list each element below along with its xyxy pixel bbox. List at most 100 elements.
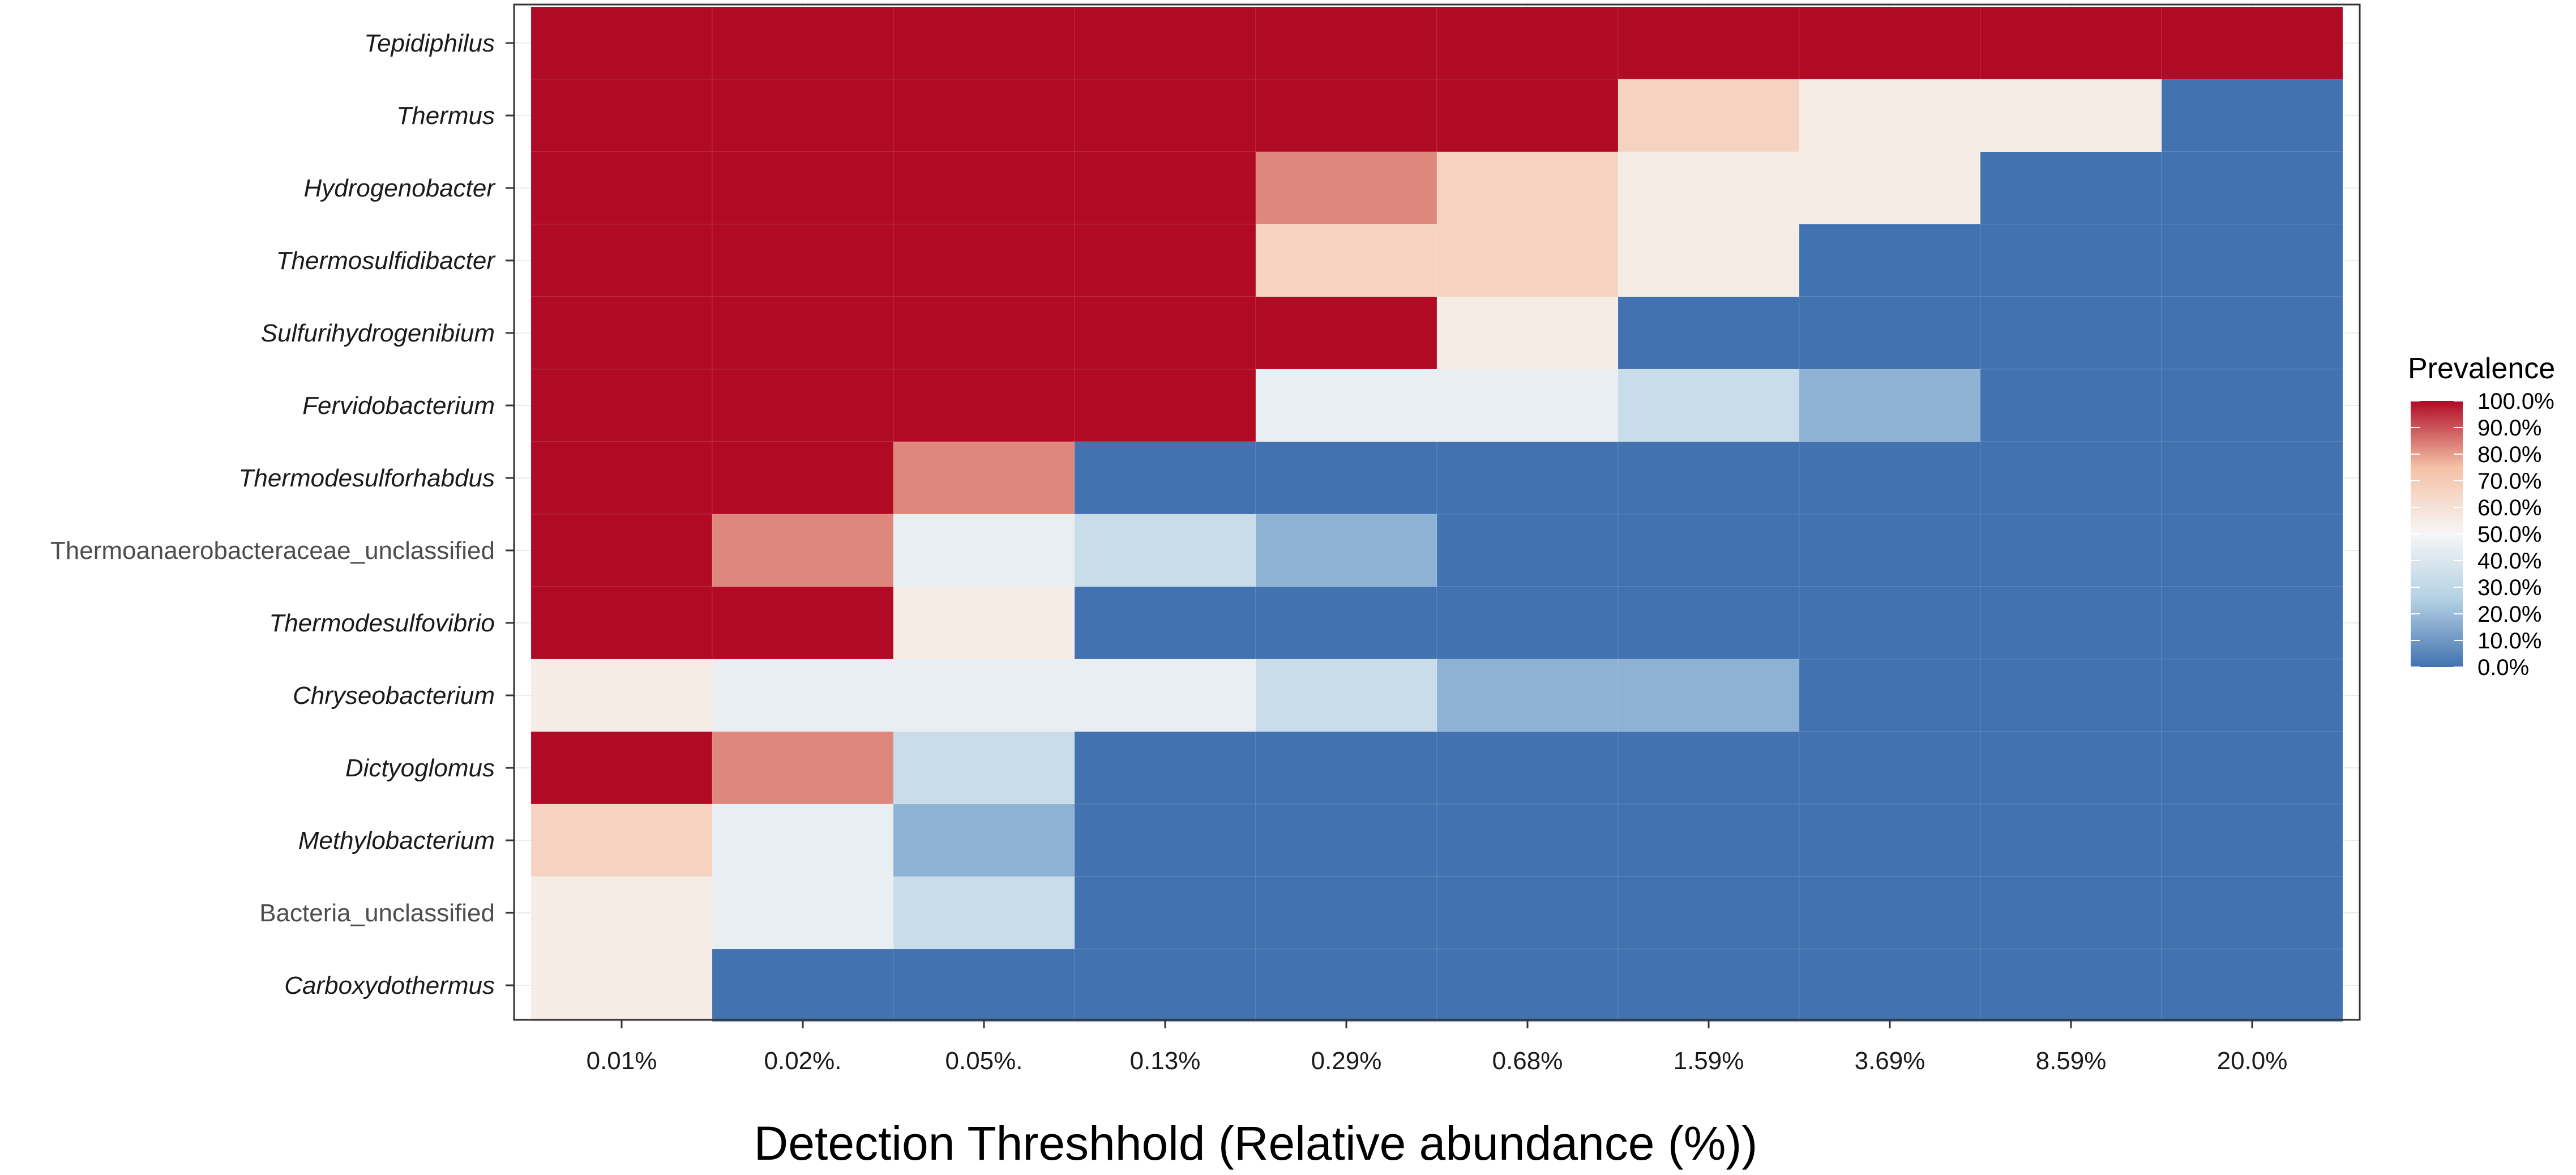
heatmap-cell	[1255, 6, 1437, 80]
heatmap-cell	[530, 369, 713, 442]
heatmap-cell	[2161, 731, 2343, 805]
heatmap-cell	[1980, 224, 2162, 297]
heatmap-cell	[1074, 224, 1256, 297]
heatmap-cell	[2161, 514, 2343, 587]
heatmap-cell	[1436, 151, 1619, 225]
heatmap-cell	[1436, 79, 1619, 152]
heatmap-cell	[530, 948, 713, 1022]
heatmap-cell	[1074, 876, 1256, 950]
legend-label: 100.0%	[2477, 389, 2554, 414]
heatmap-cell	[530, 441, 713, 515]
heatmap-cell	[530, 876, 713, 950]
heatmap-cell	[1618, 296, 1800, 370]
heatmap-cell	[1799, 151, 1981, 225]
heatmap-cell	[1980, 586, 2162, 660]
legend-label: 90.0%	[2477, 416, 2541, 441]
heatmap-cell	[1799, 514, 1981, 587]
heatmap-cell	[1618, 514, 1800, 587]
panel-border	[513, 3, 2361, 1021]
y-axis-label: Sulfurihydrogenibium	[261, 319, 495, 347]
legend-label: 20.0%	[2477, 602, 2541, 627]
heatmap-cell	[530, 804, 713, 877]
heatmap-cell	[712, 224, 894, 297]
heatmap-cell	[1618, 441, 1800, 515]
heatmap-cell	[893, 586, 1075, 660]
legend-label: 50.0%	[2477, 522, 2541, 547]
heatmap-cell	[893, 659, 1075, 732]
heatmap-cell	[1980, 441, 2162, 515]
heatmap-cell	[1980, 804, 2162, 877]
heatmap-cell	[1436, 441, 1619, 515]
heatmap-cell	[2161, 804, 2343, 877]
heatmap-cell	[1980, 296, 2162, 370]
heatmap-cell	[893, 731, 1075, 805]
heatmap-cell	[2161, 876, 2343, 950]
heatmap-cell	[893, 876, 1075, 950]
heatmap-cell	[1074, 731, 1256, 805]
heatmap-cell	[712, 369, 894, 442]
heatmap-cell	[1255, 948, 1437, 1022]
y-axis-label: Thermoanaerobacteraceae_unclassified	[50, 537, 495, 565]
heatmap-cell	[2161, 369, 2343, 442]
heatmap-cell	[1255, 876, 1437, 950]
legend-label: 10.0%	[2477, 629, 2541, 653]
x-axis-label: 0.01%	[587, 1047, 657, 1075]
legend-label: 70.0%	[2477, 469, 2541, 494]
y-axis-label: Thermodesulforhabdus	[239, 464, 495, 492]
legend-label: 40.0%	[2477, 549, 2541, 574]
heatmap-cell	[1799, 586, 1981, 660]
y-axis-label: Hydrogenobacter	[303, 174, 496, 202]
heatmap-cell	[1255, 731, 1437, 805]
heatmap-cell	[1799, 659, 1981, 732]
heatmap-cell	[1074, 659, 1256, 732]
y-axis-label: Thermosulfidibacter	[276, 247, 497, 275]
x-axis-label: 0.13%	[1130, 1047, 1201, 1075]
y-axis-label: Methylobacterium	[298, 827, 495, 854]
heatmap-cell	[530, 659, 713, 732]
heatmap-cell	[712, 731, 894, 805]
heatmap-cell	[1255, 224, 1437, 297]
legend-title: Prevalence	[2408, 352, 2555, 385]
heatmap-cell	[893, 79, 1075, 152]
heatmap-cell	[1618, 6, 1800, 80]
heatmap-cell	[1255, 369, 1437, 442]
heatmap-cell	[1980, 151, 2162, 225]
x-axis-labels: 0.01% 0.02%. 0.05%. 0.13% 0.29% 0.68% 1.59% 3.6…	[587, 1020, 2287, 1075]
x-axis-title: Detection Threshhold (Relative abundance…	[754, 1117, 1758, 1170]
heatmap-cell	[1436, 586, 1619, 660]
heatmap-cell	[1436, 369, 1619, 442]
heatmap-cell	[1980, 731, 2162, 805]
x-axis-label: 0.05%.	[945, 1047, 1023, 1075]
heatmap-cell	[1255, 151, 1437, 225]
heatmap-cell	[1074, 79, 1256, 152]
heatmap-cell	[1799, 876, 1981, 950]
heatmap-cell	[1255, 586, 1437, 660]
y-axis-label: Carboxydothermus	[284, 972, 495, 999]
heatmap-cell	[1980, 876, 2162, 950]
heatmap-cell	[1255, 804, 1437, 877]
heatmap-cell	[712, 514, 894, 587]
heatmap-cell	[1074, 948, 1256, 1022]
heatmap-cell	[712, 151, 894, 225]
heatmap-cell	[1618, 369, 1800, 442]
heatmap-cell	[1074, 441, 1256, 515]
heatmap-cell	[2161, 586, 2343, 660]
heatmap-cell	[530, 514, 713, 587]
heatmap-cell	[2161, 948, 2343, 1022]
heatmap-cell	[893, 224, 1075, 297]
heatmap-cell	[1436, 6, 1619, 80]
heatmap-cell	[712, 441, 894, 515]
legend-label: 80.0%	[2477, 442, 2541, 467]
heatmap-cell	[1436, 514, 1619, 587]
heatmap-cell	[712, 586, 894, 660]
heatmap-cell	[1436, 224, 1619, 297]
heatmap-cell	[2161, 151, 2343, 225]
heatmap-cell	[1799, 369, 1981, 442]
heatmap-cell	[1980, 948, 2162, 1022]
heatmap-cell	[1980, 369, 2162, 442]
heatmap-cell	[2161, 224, 2343, 297]
heatmap-cell	[712, 804, 894, 877]
heatmap-cell	[712, 79, 894, 152]
heatmap-cell	[1074, 6, 1256, 80]
heatmap-cell	[1799, 296, 1981, 370]
